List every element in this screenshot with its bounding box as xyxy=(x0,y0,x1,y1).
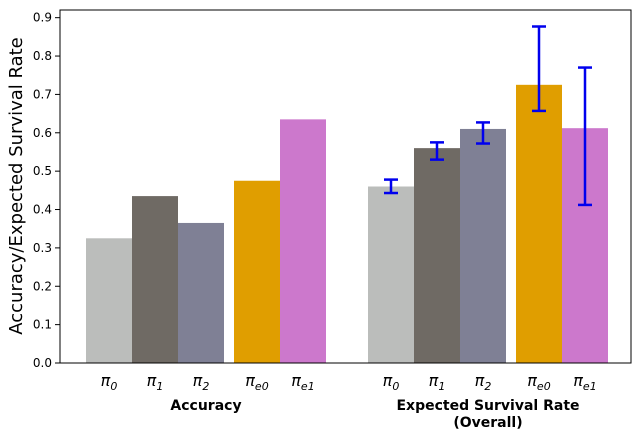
y-tick-label: 0.1 xyxy=(33,318,52,332)
bar-survival-0 xyxy=(368,186,414,363)
bar-survival-e0 xyxy=(516,84,562,364)
x-tick-label: π1 xyxy=(147,371,164,393)
bars xyxy=(86,84,608,364)
y-axis-label: Accuracy/Expected Survival Rate xyxy=(6,37,27,335)
x-tick-label: π0 xyxy=(383,371,400,393)
y-tick-label: 0.9 xyxy=(33,11,52,25)
y-tick-label: 0.7 xyxy=(33,87,52,101)
y-tick-label: 0.4 xyxy=(33,203,52,217)
x-tick-label: π2 xyxy=(193,371,210,393)
group-label: Accuracy xyxy=(170,398,241,414)
bar-accuracy-1 xyxy=(132,196,178,363)
y-tick-label: 0.2 xyxy=(33,279,52,293)
bar-accuracy-e0 xyxy=(234,180,280,363)
bar-accuracy-0 xyxy=(86,238,132,363)
x-tick-label: π0 xyxy=(101,371,118,393)
group-labels: Accuracy Expected Survival Rate(Overall) xyxy=(170,398,579,431)
x-tick-label: π1 xyxy=(429,371,446,393)
group-label: Expected Survival Rate xyxy=(396,398,579,414)
x-tick-label: πe1 xyxy=(573,371,596,393)
x-tick-label: πe0 xyxy=(245,371,268,393)
y-tick-label: 0.5 xyxy=(33,164,52,178)
x-tick-label: π2 xyxy=(475,371,492,393)
bar-survival-1 xyxy=(414,148,460,363)
x-tick-label: πe0 xyxy=(527,371,550,393)
plot-frame xyxy=(59,9,632,364)
y-tick-label: 0.0 xyxy=(33,356,52,370)
error-bars xyxy=(384,25,592,207)
y-tick-label: 0.3 xyxy=(33,241,52,255)
bar-accuracy-e1 xyxy=(280,119,326,363)
group-label: (Overall) xyxy=(453,415,522,431)
bar-accuracy-2 xyxy=(178,222,224,363)
y-tick-label: 0.8 xyxy=(33,49,52,63)
x-axis-labels: π0 π1 π2 πe0 πe1 π0 π1 π2 πe0 πe1 xyxy=(101,371,597,393)
y-axis-ticks: 0.0 0.1 0.2 0.3 0.4 0.5 0.6 0.7 0.8 0.9 xyxy=(33,11,60,370)
y-tick-label: 0.6 xyxy=(33,126,52,140)
x-tick-label: πe1 xyxy=(291,371,314,393)
bar-survival-2 xyxy=(460,128,506,363)
